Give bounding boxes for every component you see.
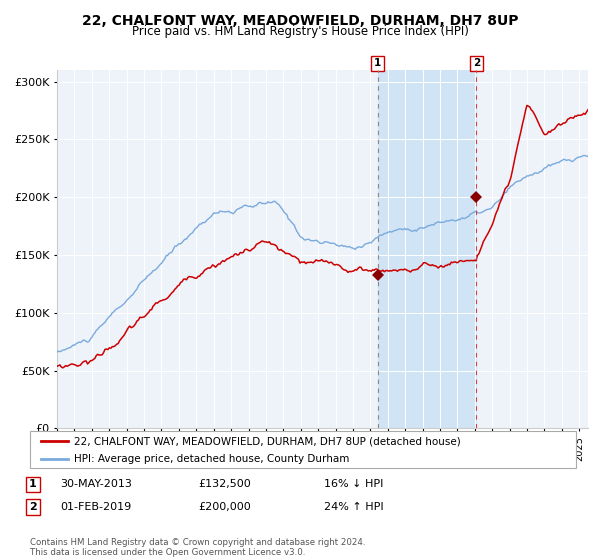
Text: 22, CHALFONT WAY, MEADOWFIELD, DURHAM, DH7 8UP: 22, CHALFONT WAY, MEADOWFIELD, DURHAM, D… [82,14,518,28]
Text: HPI: Average price, detached house, County Durham: HPI: Average price, detached house, Coun… [74,454,349,464]
Text: 24% ↑ HPI: 24% ↑ HPI [324,502,383,512]
Text: £132,500: £132,500 [198,479,251,489]
Text: 16% ↓ HPI: 16% ↓ HPI [324,479,383,489]
Text: £200,000: £200,000 [198,502,251,512]
Text: 30-MAY-2013: 30-MAY-2013 [60,479,132,489]
Text: 01-FEB-2019: 01-FEB-2019 [60,502,131,512]
Text: 2: 2 [29,502,37,512]
Text: Contains HM Land Registry data © Crown copyright and database right 2024.
This d: Contains HM Land Registry data © Crown c… [30,538,365,557]
Text: 1: 1 [29,479,37,489]
Text: 1: 1 [374,58,381,68]
Text: 2: 2 [473,58,480,68]
Text: Price paid vs. HM Land Registry's House Price Index (HPI): Price paid vs. HM Land Registry's House … [131,25,469,38]
FancyBboxPatch shape [30,431,576,468]
Bar [377,70,476,428]
Text: 22, CHALFONT WAY, MEADOWFIELD, DURHAM, DH7 8UP (detached house): 22, CHALFONT WAY, MEADOWFIELD, DURHAM, D… [74,436,460,446]
